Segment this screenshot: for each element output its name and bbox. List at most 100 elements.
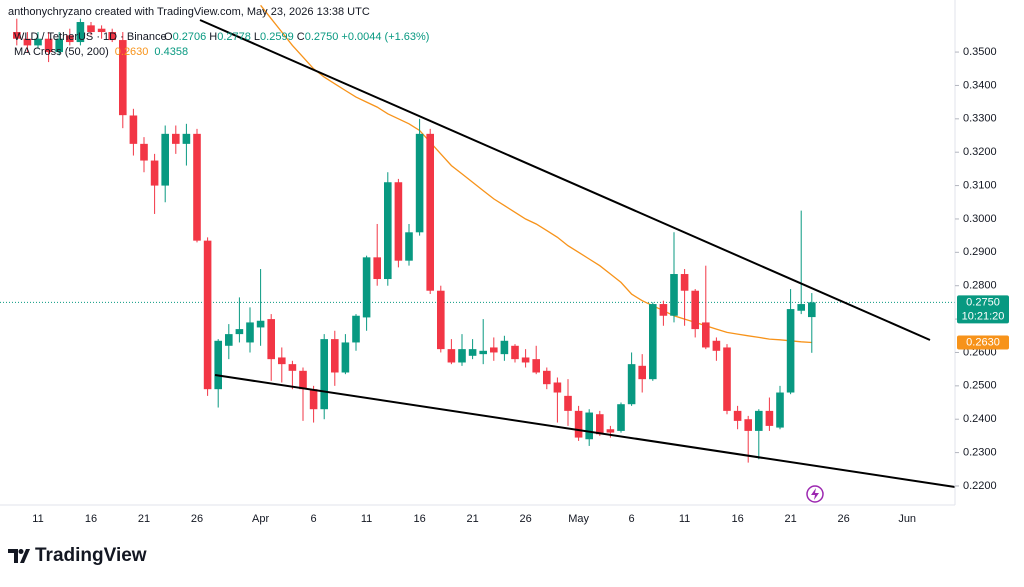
candle-body	[702, 322, 710, 348]
candle-body	[627, 364, 636, 405]
candle-body	[384, 182, 392, 280]
ma-line	[260, 4, 812, 344]
candle-body	[235, 329, 244, 335]
candle-body	[808, 302, 816, 318]
candle-body	[66, 35, 74, 43]
candle-body	[490, 347, 498, 353]
ohlc-part: 0.2706	[173, 31, 210, 43]
candle-body	[553, 382, 562, 393]
y-tick-label: 0.3200	[963, 146, 997, 158]
candle-body	[500, 340, 509, 355]
candle-body	[320, 339, 328, 410]
candle-body	[225, 334, 233, 346]
candle-body	[606, 429, 615, 433]
candle-body	[362, 257, 371, 318]
candle-body	[405, 232, 413, 261]
candle-body	[521, 357, 530, 363]
candle-body	[129, 115, 138, 144]
ohlc-part: +0.0044 (+1.63%)	[341, 31, 429, 43]
ma-legend: MA Cross (50, 200) 0.2630 0.4358	[14, 46, 188, 58]
candle-body	[394, 182, 403, 261]
candle-body	[564, 395, 572, 411]
candle-body	[712, 340, 721, 351]
y-tick-label: 0.2800	[963, 280, 997, 292]
candle-body	[574, 410, 583, 438]
candle-body	[543, 370, 551, 385]
candle-body	[415, 133, 424, 233]
candle-body	[267, 319, 275, 360]
candle-body	[723, 347, 731, 411]
trend-line-lower	[214, 374, 956, 488]
x-tick-label: 6	[629, 513, 635, 525]
candle-body	[278, 357, 286, 365]
candle-body	[468, 349, 477, 356]
symbol: WLD / TetherUS · 1D · Binance	[14, 31, 167, 43]
price-tag	[957, 295, 1009, 324]
candle-body	[76, 22, 85, 43]
candle-body	[23, 38, 32, 46]
candle-body	[150, 160, 159, 186]
candle-body	[617, 404, 625, 431]
price-tag-label: 0.2630	[966, 336, 1000, 348]
trend-line-upper	[199, 19, 931, 341]
alert-icon[interactable]	[806, 485, 824, 503]
x-tick-label: 6	[311, 513, 317, 525]
candle-body	[776, 392, 784, 428]
candle-body	[532, 359, 540, 373]
candle-body	[309, 389, 318, 410]
candle-body	[55, 38, 63, 53]
ohlc-part: C	[297, 31, 305, 43]
ma-value: 0.4358	[154, 46, 188, 58]
x-tick-label: 21	[138, 513, 150, 525]
y-tick-label: 0.3100	[963, 179, 997, 191]
ohlc-part: 0.2599	[260, 31, 297, 43]
candle-body	[214, 340, 222, 390]
ohlc-legend: O0.2706 H0.2778 L0.2599 C0.2750 +0.0044 …	[164, 31, 429, 43]
candle-body	[331, 339, 339, 373]
ohlc-part: 0.2778	[217, 31, 254, 43]
candle-body	[426, 133, 434, 291]
candle-body	[670, 274, 678, 316]
candle-body	[691, 290, 699, 330]
candle-body	[246, 322, 254, 343]
candle-body	[182, 133, 191, 144]
candle-body	[447, 349, 456, 363]
candle-body	[596, 414, 604, 435]
candle-body	[585, 412, 593, 440]
ma-value: 0.2630	[115, 46, 149, 58]
candle-body	[288, 364, 297, 371]
candle-body	[140, 143, 148, 161]
price-tag	[957, 335, 1009, 350]
y-tick-label: 0.2300	[963, 447, 997, 459]
price-tag-label: 10:21:20	[962, 310, 1005, 322]
candle-body	[659, 304, 668, 316]
candle-body	[161, 133, 169, 186]
candle-body	[193, 133, 201, 241]
candle-body	[172, 133, 180, 144]
candle-body	[256, 320, 265, 328]
candle-body	[352, 315, 360, 343]
x-tick-label: Jun	[898, 513, 916, 525]
ohlc-part: 0.2750	[305, 31, 342, 43]
x-tick-label: 21	[784, 513, 796, 525]
candle-body	[786, 309, 795, 393]
candle-body	[744, 419, 752, 431]
header: anthonychryzano created with TradingView…	[8, 6, 370, 18]
y-tick-label: 0.3500	[963, 46, 997, 58]
candle-body	[638, 365, 646, 380]
x-tick-label: 11	[679, 513, 690, 525]
ohlc-part: L	[254, 31, 260, 43]
ma-name: MA Cross (50, 200)	[14, 46, 109, 58]
candle-body	[511, 345, 519, 360]
candle-body	[479, 350, 487, 355]
y-tick-label: 0.3300	[963, 113, 997, 125]
brand-text: TradingView	[35, 545, 147, 566]
brand-logo: TradingView	[8, 545, 147, 566]
candle-body	[765, 410, 774, 426]
x-tick-label: 21	[466, 513, 478, 525]
candle-body	[13, 32, 21, 39]
candle-body	[108, 32, 116, 41]
candle-body	[797, 304, 805, 311]
